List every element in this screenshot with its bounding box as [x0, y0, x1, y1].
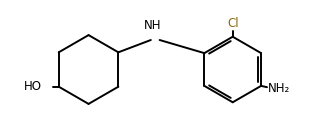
Text: NH: NH — [144, 19, 161, 32]
Text: Cl: Cl — [227, 17, 238, 29]
Text: HO: HO — [24, 80, 42, 93]
Text: NH₂: NH₂ — [268, 82, 291, 95]
